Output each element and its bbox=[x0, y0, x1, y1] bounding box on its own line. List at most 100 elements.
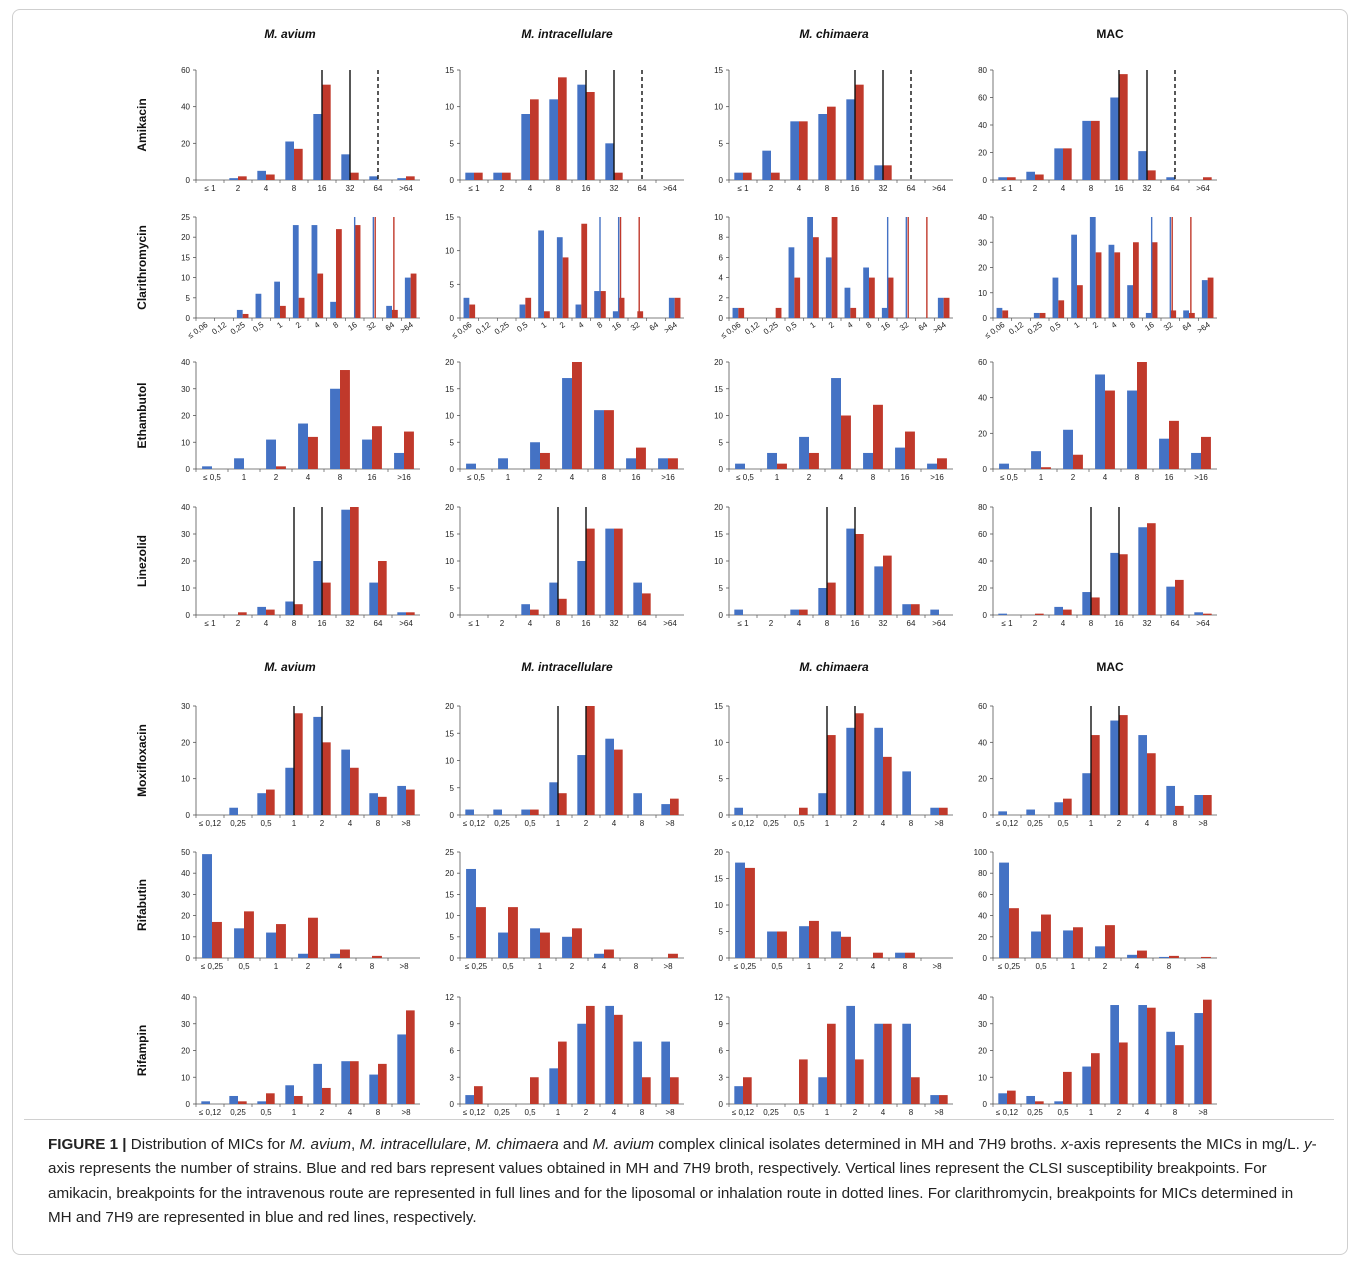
bar-mh bbox=[1063, 429, 1073, 469]
bar-7h9 bbox=[670, 798, 679, 815]
y-tick-label: 20 bbox=[445, 702, 454, 711]
bar-mh bbox=[465, 172, 474, 180]
bar-mh bbox=[902, 1023, 911, 1104]
caption-text: M. chimaera bbox=[475, 1136, 559, 1153]
bar-7h9 bbox=[670, 1077, 679, 1104]
bar-mh bbox=[266, 439, 276, 469]
x-tick-label: 2 bbox=[1033, 619, 1038, 628]
panel-ethambutol-m-intracellulare: 0 5 10 15 20 ≤ 0,5 1 2 4 8 16 >16 bbox=[445, 358, 684, 482]
bar-7h9 bbox=[799, 1059, 808, 1104]
panel-rifabutin-m-avium: 0 10 20 30 40 50 ≤ 0,25 0,5 1 2 4 8 >8 bbox=[181, 848, 420, 971]
bar-mh bbox=[498, 932, 508, 958]
bar-7h9 bbox=[1147, 1007, 1156, 1104]
column-title-mac: MAC bbox=[1096, 660, 1124, 674]
x-tick-label: >64 bbox=[932, 619, 946, 628]
x-tick-label: ≤ 0,5 bbox=[1000, 473, 1018, 482]
bar-mh bbox=[313, 716, 322, 815]
bar-7h9 bbox=[372, 426, 382, 469]
x-tick-label: ≤ 1 bbox=[737, 184, 749, 193]
column-title-m-chimaera: M. chimaera bbox=[799, 660, 869, 674]
bar-7h9 bbox=[911, 604, 920, 615]
x-tick-label: 0,25 bbox=[494, 1108, 510, 1117]
x-tick-label: >8 bbox=[934, 819, 944, 828]
bar-7h9 bbox=[1119, 74, 1128, 180]
x-tick-label: 8 bbox=[909, 1108, 914, 1117]
y-tick-label: 0 bbox=[983, 176, 988, 185]
bar-mh bbox=[234, 458, 244, 469]
y-tick-label: 15 bbox=[445, 385, 454, 394]
bar-7h9 bbox=[614, 1014, 623, 1104]
x-tick-label: 16 bbox=[582, 184, 591, 193]
bar-7h9 bbox=[1007, 177, 1016, 180]
bar-mh bbox=[937, 297, 944, 318]
bar-7h9 bbox=[322, 1087, 331, 1104]
y-tick-label: 15 bbox=[181, 253, 190, 262]
bar-7h9 bbox=[738, 307, 745, 318]
bar-mh bbox=[1110, 720, 1119, 815]
panel-amikacin-m-chimaera: 0 5 10 15 ≤ 1 2 4 8 16 32 64 >64 bbox=[714, 66, 953, 193]
caption-text: M. avium bbox=[289, 1136, 352, 1153]
y-tick-label: 0 bbox=[719, 465, 724, 474]
bar-7h9 bbox=[1169, 420, 1179, 469]
bar-7h9 bbox=[276, 466, 286, 469]
x-tick-label: 8 bbox=[1173, 1108, 1178, 1117]
bar-mh bbox=[255, 293, 262, 318]
x-tick-label: 8 bbox=[376, 819, 381, 828]
bar-7h9 bbox=[469, 304, 476, 318]
x-tick-label: 8 bbox=[825, 184, 830, 193]
x-tick-label: 0,5 bbox=[784, 320, 799, 334]
bar-7h9 bbox=[378, 796, 387, 815]
bar-mh bbox=[762, 150, 771, 180]
x-tick-label: >64 bbox=[663, 184, 677, 193]
x-tick-label: 0,5 bbox=[524, 819, 536, 828]
bar-mh bbox=[236, 309, 243, 318]
panel-ethambutol-mac: 0 20 40 60 ≤ 0,5 1 2 4 8 16 >16 bbox=[978, 358, 1217, 482]
x-tick-label: 1 bbox=[292, 1108, 297, 1117]
y-tick-label: 15 bbox=[445, 213, 454, 222]
x-tick-label: >64 bbox=[1196, 619, 1210, 628]
bar-7h9 bbox=[855, 84, 864, 180]
x-tick-label: 8 bbox=[1135, 473, 1140, 482]
y-tick-label: 80 bbox=[978, 503, 987, 512]
x-tick-label: 2 bbox=[294, 320, 303, 330]
y-tick-label: 0 bbox=[186, 1100, 191, 1109]
x-tick-label: 2 bbox=[306, 962, 311, 971]
x-tick-label: 1 bbox=[807, 962, 812, 971]
bar-mh bbox=[1110, 1005, 1119, 1104]
bar-7h9 bbox=[340, 949, 350, 958]
y-tick-label: 60 bbox=[978, 890, 987, 899]
y-tick-label: 0 bbox=[450, 1100, 455, 1109]
y-tick-label: 6 bbox=[719, 1047, 724, 1056]
bar-mh bbox=[549, 99, 558, 180]
bar-mh bbox=[825, 257, 832, 318]
y-tick-label: 20 bbox=[978, 149, 987, 158]
panel-moxifloxacin-m-intracellulare: 0 5 10 15 20 ≤ 0,12 0,25 0,5 1 2 4 8 >8 bbox=[445, 702, 684, 828]
bar-mh bbox=[1095, 946, 1105, 958]
panel-ethambutol-m-avium: 0 10 20 30 40 ≤ 0,5 1 2 4 8 16 >16 bbox=[181, 358, 420, 482]
bar-7h9 bbox=[350, 767, 359, 815]
y-tick-label: 30 bbox=[978, 238, 987, 247]
x-tick-label: 0,25 bbox=[763, 1108, 779, 1117]
caption-divider bbox=[24, 1119, 1334, 1120]
x-tick-label: 4 bbox=[871, 962, 876, 971]
x-tick-label: 16 bbox=[346, 320, 359, 333]
bar-mh bbox=[1166, 177, 1175, 180]
bar-7h9 bbox=[392, 309, 398, 318]
bar-7h9 bbox=[406, 1010, 415, 1104]
y-tick-label: 30 bbox=[181, 702, 190, 711]
caption-text: M. intracellulare bbox=[359, 1136, 467, 1153]
bar-7h9 bbox=[508, 907, 518, 958]
x-tick-label: 1 bbox=[242, 473, 247, 482]
bar-mh bbox=[1026, 1095, 1035, 1104]
x-tick-label: 4 bbox=[846, 320, 855, 330]
bar-7h9 bbox=[827, 582, 836, 615]
x-tick-label: 8 bbox=[338, 473, 343, 482]
bar-mh bbox=[257, 606, 266, 615]
bar-7h9 bbox=[558, 793, 567, 815]
bar-7h9 bbox=[1203, 999, 1212, 1104]
x-tick-label: >8 bbox=[934, 1108, 944, 1117]
bar-7h9 bbox=[855, 1059, 864, 1104]
y-tick-label: 40 bbox=[978, 912, 987, 921]
y-tick-label: 0 bbox=[719, 314, 724, 323]
y-tick-label: 10 bbox=[714, 901, 723, 910]
